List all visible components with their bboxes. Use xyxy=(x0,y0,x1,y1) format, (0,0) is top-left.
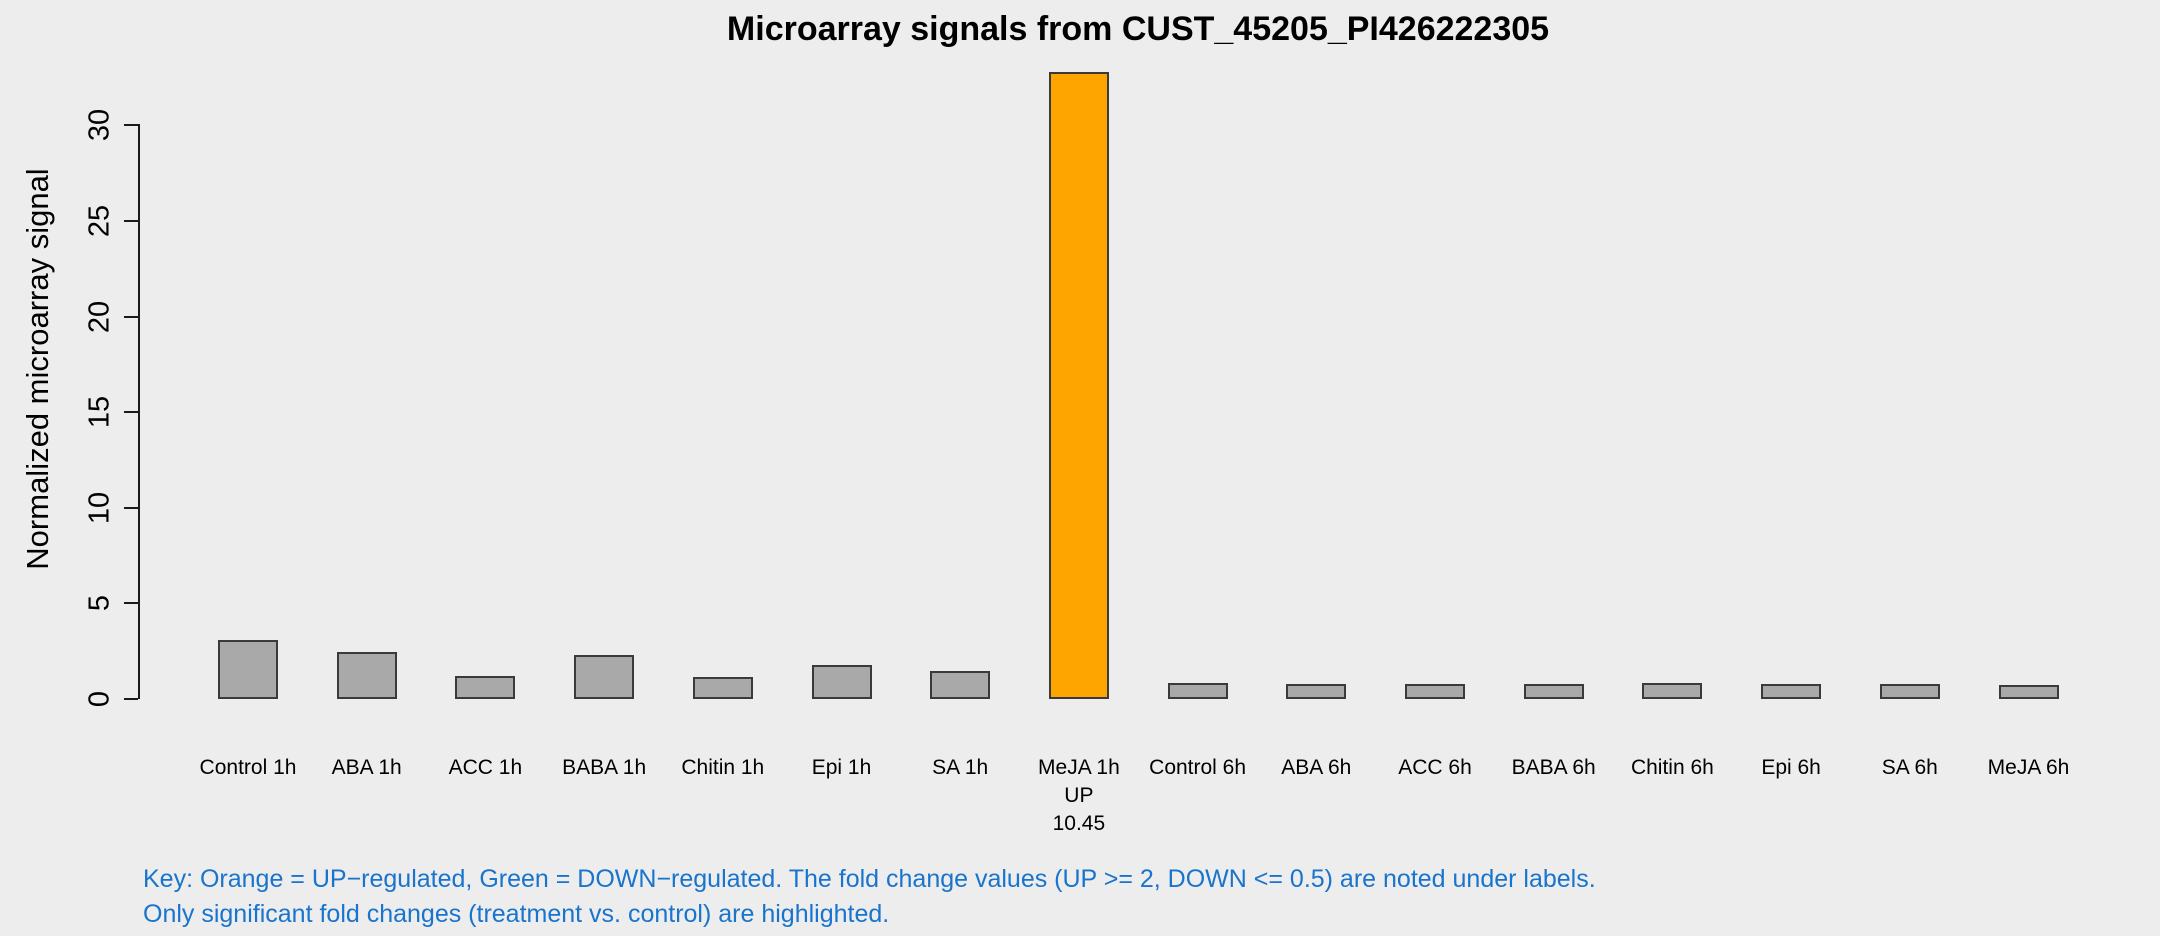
x-label-epi-6h: Epi 6h xyxy=(1761,756,1821,779)
y-tick-mark xyxy=(124,506,138,509)
y-tick-label: 0 xyxy=(83,690,116,708)
bar-chitin-1h xyxy=(692,677,753,699)
y-axis-line xyxy=(138,124,140,699)
bar-chitin-6h xyxy=(1642,683,1703,699)
bar-epi-6h xyxy=(1761,684,1822,699)
bar-acc-1h xyxy=(455,676,516,699)
fold-change-label-meja-1h: 10.45 xyxy=(1052,812,1106,835)
key-line-1: Key: Orange = UP−regulated, Green = DOWN… xyxy=(143,865,1596,893)
x-label-sa-6h: SA 6h xyxy=(1881,756,1938,779)
x-label-meja-6h: MeJA 6h xyxy=(1987,756,2070,779)
bar-control-6h xyxy=(1167,683,1228,699)
x-label-acc-6h: ACC 6h xyxy=(1398,756,1472,779)
x-label-baba-6h: BABA 6h xyxy=(1511,756,1596,779)
key-note: Key: Orange = UP−regulated, Green = DOWN… xyxy=(143,862,1596,932)
chart-title: Microarray signals from CUST_45205_PI426… xyxy=(726,10,1550,48)
bar-sa-6h xyxy=(1879,684,1940,699)
bar-baba-1h xyxy=(574,655,635,699)
y-tick-label: 30 xyxy=(83,109,116,142)
bar-epi-1h xyxy=(811,665,872,699)
y-tick-label: 15 xyxy=(83,395,116,429)
y-tick-mark xyxy=(124,124,138,127)
y-tick-mark xyxy=(124,219,138,222)
x-label-acc-1h: ACC 1h xyxy=(448,756,523,779)
y-tick-mark xyxy=(124,602,138,605)
x-label-control-6h: Control 6h xyxy=(1149,756,1247,779)
x-label-meja-1h: MeJA 1h xyxy=(1038,756,1120,779)
y-tick-label: 10 xyxy=(83,491,116,524)
y-tick-label: 5 xyxy=(83,595,116,612)
bar-aba-6h xyxy=(1286,684,1347,699)
y-tick-label: 20 xyxy=(83,300,116,333)
bar-meja-6h xyxy=(1998,685,2059,699)
bar-meja-1h xyxy=(1048,72,1109,699)
x-label-aba-1h: ABA 1h xyxy=(331,756,402,779)
x-label-epi-1h: Epi 1h xyxy=(811,756,872,779)
y-tick-mark xyxy=(124,411,138,414)
y-tick-mark xyxy=(124,698,138,700)
regulation-label-meja-1h: UP xyxy=(1064,784,1094,807)
y-tick-label: 25 xyxy=(83,204,116,238)
y-tick-mark xyxy=(124,315,138,318)
bar-baba-6h xyxy=(1523,684,1584,699)
x-label-aba-6h: ABA 6h xyxy=(1281,756,1352,779)
bar-sa-1h xyxy=(930,671,991,699)
x-label-control-1h: Control 1h xyxy=(199,756,297,779)
x-label-chitin-6h: Chitin 6h xyxy=(1630,756,1714,779)
key-line-2: Only significant fold changes (treatment… xyxy=(143,900,890,928)
x-label-baba-1h: BABA 1h xyxy=(562,756,647,779)
bar-acc-6h xyxy=(1405,684,1465,699)
x-label-sa-1h: SA 1h xyxy=(932,756,989,779)
x-label-chitin-1h: Chitin 1h xyxy=(681,756,765,779)
bar-control-1h xyxy=(218,640,278,699)
bar-aba-1h xyxy=(336,652,397,699)
